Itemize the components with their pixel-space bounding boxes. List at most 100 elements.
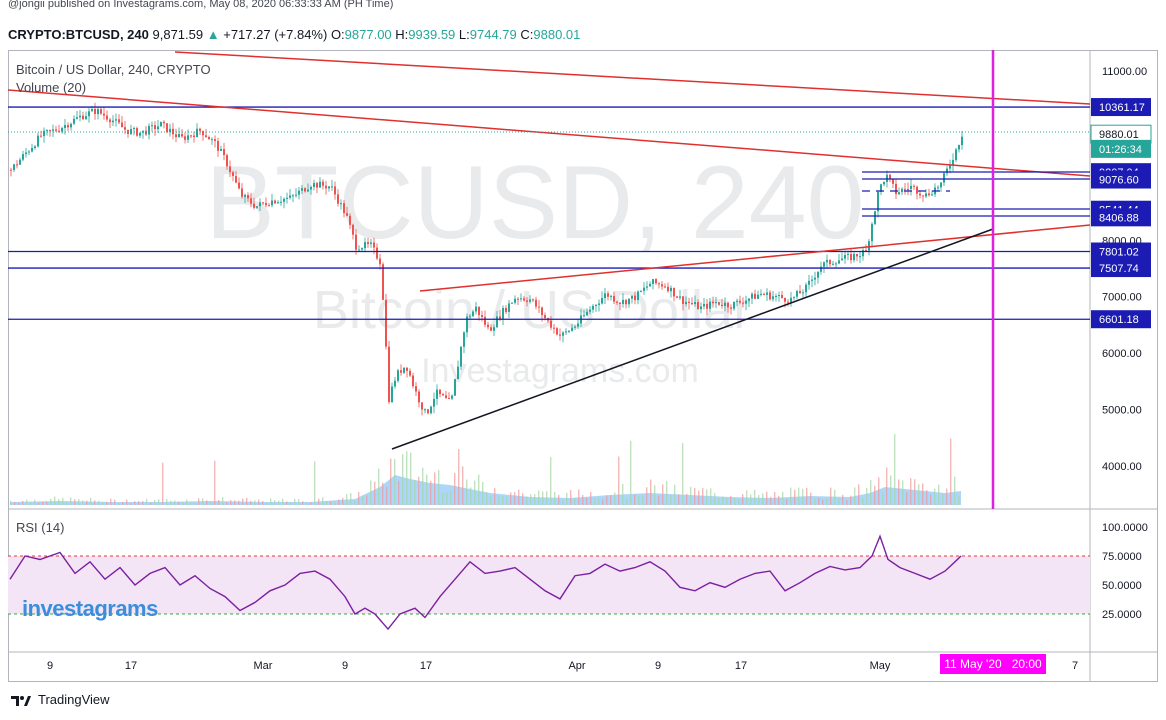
candle-body: [298, 190, 300, 195]
candle-body: [649, 283, 651, 287]
volume-bar: [850, 495, 852, 505]
candle-body: [817, 271, 819, 278]
candle-body: [154, 125, 156, 130]
trendline-support[interactable]: [391, 228, 994, 450]
open-label: O:: [330, 27, 345, 42]
volume-bar: [154, 500, 156, 505]
volume-indicator-label[interactable]: Volume (20): [16, 80, 87, 95]
candle-body: [52, 129, 54, 131]
candle-body: [238, 182, 240, 189]
volume-bar: [230, 499, 232, 505]
candle-body: [556, 328, 558, 335]
candle-body: [412, 375, 414, 387]
candle-body: [250, 198, 252, 204]
price-level-tag: 8406.88: [1091, 208, 1151, 227]
candle-body: [487, 324, 489, 328]
candle-body: [397, 370, 399, 381]
volume-bar: [458, 449, 460, 505]
candle-body: [589, 309, 591, 312]
volume-bar: [474, 480, 476, 505]
volume-bar: [346, 494, 348, 505]
watermark-symbol: BTCUSD, 240: [206, 145, 865, 261]
candle-body: [661, 284, 663, 287]
candle-body: [664, 286, 666, 288]
volume-bar: [894, 434, 896, 505]
candle-body: [226, 155, 228, 167]
candle-body: [478, 306, 480, 316]
candle-body: [535, 299, 537, 307]
candle-body: [667, 286, 669, 292]
candle-body: [871, 223, 873, 242]
tradingview-brand[interactable]: TradingView: [38, 692, 110, 707]
volume-bar: [582, 495, 584, 505]
trendline-rising-channel[interactable]: [419, 224, 1091, 292]
candle-body: [442, 394, 444, 396]
candle-body: [484, 316, 486, 325]
volume-bar: [674, 484, 676, 505]
volume-bar: [70, 497, 72, 505]
trendline-descending-resistance[interactable]: [7, 89, 1091, 177]
volume-bar: [334, 502, 336, 505]
price-tag-box: [1091, 208, 1151, 227]
volume-bar: [510, 492, 512, 505]
rsi-band: [8, 556, 1090, 614]
candle-body: [190, 135, 192, 137]
trendline-upper-resistance[interactable]: [174, 51, 1091, 105]
candle-body: [85, 116, 87, 120]
candle-body: [949, 165, 951, 169]
volume-bar: [438, 469, 440, 505]
volume-bar: [598, 498, 600, 505]
candle-body: [115, 119, 117, 121]
volume-bar: [646, 487, 648, 505]
candle-body: [586, 311, 588, 316]
volume-bar: [394, 458, 396, 505]
volume-bar: [406, 451, 408, 505]
candle-body: [367, 242, 369, 244]
candle-body: [691, 302, 693, 305]
candle-body: [463, 332, 465, 347]
volume-bar: [306, 502, 308, 505]
price-axis-labels[interactable]: 4000.005000.006000.007000.008000.0011000…: [1090, 66, 1152, 473]
volume-bar: [766, 491, 768, 505]
price-tag-box: [1091, 170, 1151, 189]
volume-bar: [82, 500, 84, 505]
time-tick-label: 9: [342, 660, 348, 672]
volume-bar: [930, 494, 932, 505]
volume-bar: [114, 499, 116, 505]
price-level-tag: 7801.02: [1091, 242, 1151, 261]
candle-body: [898, 192, 900, 195]
candle-body: [16, 164, 18, 166]
candle-body: [28, 151, 30, 153]
candle-body: [859, 256, 861, 258]
candle-body: [139, 132, 141, 136]
candle-body: [256, 206, 258, 208]
price-tag-text: 9880.01: [1099, 129, 1139, 141]
candle-body: [916, 186, 918, 194]
volume-bar: [522, 493, 524, 505]
candle-body: [508, 303, 510, 312]
candle-body: [157, 126, 159, 130]
volume-bar: [790, 487, 792, 505]
chart-frame[interactable]: [8, 50, 1158, 682]
volume-bar: [258, 499, 260, 505]
volume-bar: [590, 491, 592, 505]
price-tag-text: 7801.02: [1099, 247, 1139, 259]
volume-bar: [278, 500, 280, 505]
candle-body: [328, 186, 330, 189]
candle-body: [679, 296, 681, 298]
candle-body: [709, 301, 711, 309]
candle-body: [763, 293, 765, 295]
rsi-indicator-label[interactable]: RSI (14): [16, 520, 65, 535]
candle-body: [109, 119, 111, 123]
volume-bar: [86, 500, 88, 505]
candle-body: [70, 123, 72, 128]
volume-bar: [774, 492, 776, 505]
volume-bar: [314, 461, 316, 505]
volume-bar: [466, 479, 468, 505]
candle-body: [433, 398, 435, 407]
volume-bar: [490, 496, 492, 505]
candle-body: [448, 398, 450, 400]
volume-bar: [290, 502, 292, 505]
candle-body: [748, 298, 750, 301]
